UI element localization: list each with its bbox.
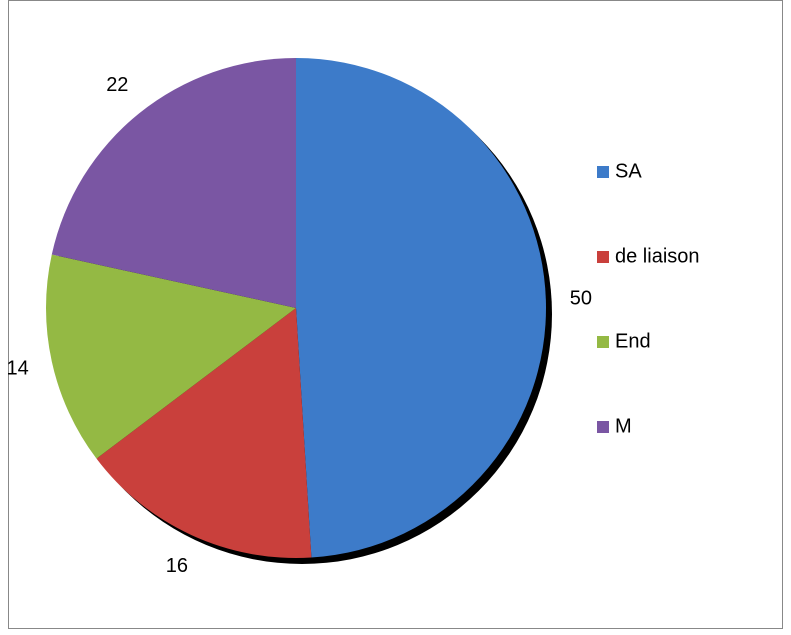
data-label: 50 [570,288,592,310]
legend-swatch [597,336,609,348]
data-label: 16 [166,555,188,577]
legend-swatch [597,421,609,433]
legend-swatch [597,251,609,263]
legend-label: SA [615,160,642,182]
pie-slice [96,308,312,558]
data-label: 14 [6,357,28,379]
data-label: 22 [106,74,128,96]
pie-slice [51,58,297,308]
legend-label: End [615,330,651,352]
pie-slice [296,58,547,558]
legend-label: de liaison [615,245,700,267]
legend-swatch [597,166,609,178]
legend-label: M [615,415,632,437]
pie-slice [45,254,296,459]
